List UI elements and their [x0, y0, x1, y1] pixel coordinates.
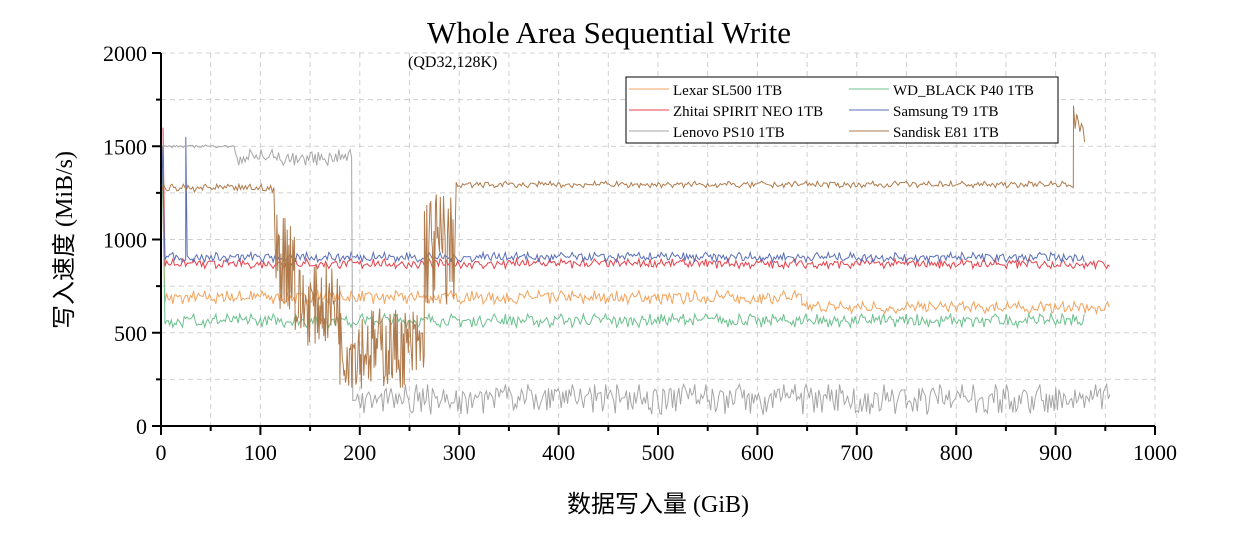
x-axis-label: 数据写入量 (GiB) [567, 491, 749, 518]
x-tick-label: 600 [741, 440, 774, 465]
y-tick-label: 1000 [103, 228, 147, 253]
x-tick-label: 300 [443, 440, 476, 465]
legend-label: Zhitai SPIRIT NEO 1TB [673, 104, 823, 120]
legend-label: WD_BLACK P40 1TB [893, 83, 1034, 99]
x-tick-label: 500 [642, 440, 675, 465]
chart-subtitle: (QD32,128K) [408, 54, 497, 71]
legend-box [625, 76, 1059, 144]
y-tick-label: 500 [114, 321, 147, 346]
y-tick-label: 0 [136, 414, 147, 439]
y-axis-label: 写入速度 (MiB/s) [51, 151, 78, 329]
series-line-lenovo-ps10-1tb [160, 144, 1111, 416]
x-tick-label: 100 [244, 440, 277, 465]
x-tick-label: 200 [343, 440, 376, 465]
axes: 0 100 200 300 400 500 600 700 800 900 1000 0 500 1000… [103, 41, 1177, 465]
legend-label: Lexar SL500 1TB [673, 83, 782, 99]
x-tick-label: 900 [1039, 440, 1072, 465]
series-line-sandisk-e81-1tb [160, 105, 1086, 389]
series-lines [160, 105, 1111, 416]
legend-label: Lenovo PS10 1TB [673, 125, 785, 141]
y-tick-label: 1500 [103, 134, 147, 159]
y-tick-label: 2000 [103, 41, 147, 66]
x-tick-label: 400 [542, 440, 575, 465]
series-line-samsung-t9-1tb [161, 136, 1085, 264]
x-tick-label: 800 [940, 440, 973, 465]
legend-label: Sandisk E81 1TB [893, 125, 999, 141]
x-tick-label: 700 [840, 440, 873, 465]
x-tick-label: 1000 [1133, 440, 1177, 465]
legend-label: Samsung T9 1TB [893, 104, 999, 120]
x-tick-label: 0 [156, 440, 167, 465]
series-line-zhitai-spirit-neo-1tb [162, 127, 1111, 271]
legend: Lexar SL500 1TB WD_BLACK P40 1TB Zhitai SP… [625, 76, 1059, 144]
chart-title: Whole Area Sequential Write [427, 15, 791, 50]
